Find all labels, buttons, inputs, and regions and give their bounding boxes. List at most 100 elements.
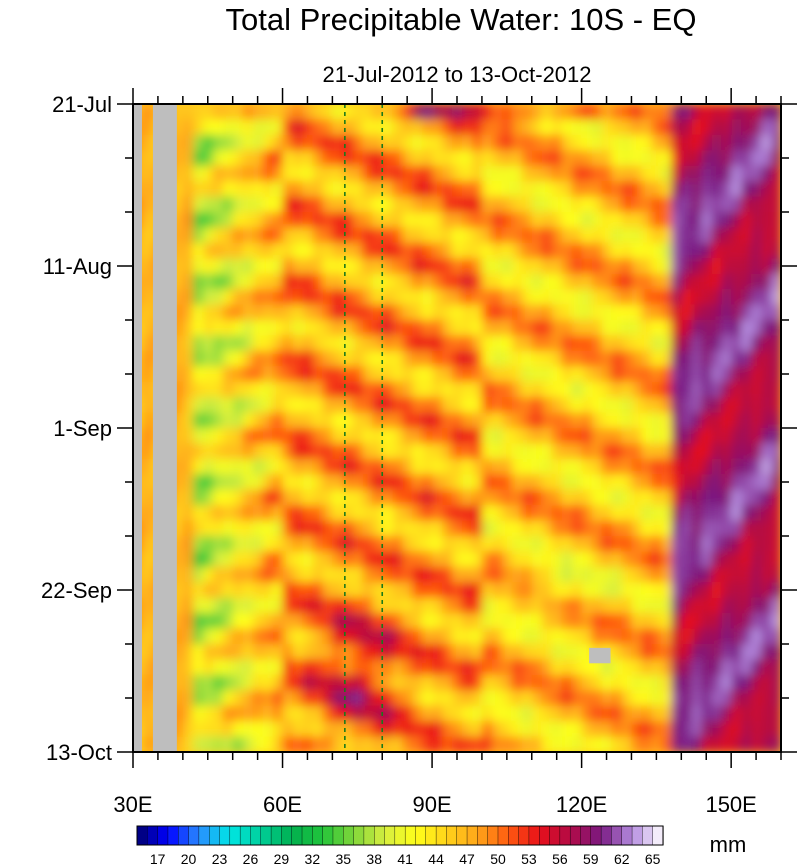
field-cell <box>332 104 343 121</box>
field-cell <box>262 242 274 259</box>
field-cell <box>631 659 643 676</box>
colorbar-box <box>353 825 365 846</box>
field-cell <box>541 674 553 691</box>
colorbar-label: 59 <box>583 851 599 867</box>
field-cell <box>691 520 702 537</box>
field-cell <box>581 505 593 522</box>
field-cell <box>611 104 623 121</box>
field-cell <box>362 381 373 398</box>
field-cell <box>412 489 423 506</box>
field-cell <box>202 659 214 676</box>
field-cell <box>631 119 643 136</box>
field-cell <box>372 134 383 151</box>
field-cell <box>252 458 264 475</box>
field-cell <box>192 289 204 306</box>
field-cell <box>551 566 563 583</box>
field-cell <box>182 536 194 553</box>
field-cell <box>142 582 154 599</box>
field-cell <box>701 536 712 553</box>
field-cell <box>312 412 324 429</box>
field-cell <box>302 690 314 707</box>
field-cell <box>222 458 234 475</box>
field-cell <box>691 397 702 414</box>
field-cell <box>222 597 234 614</box>
field-cell <box>531 644 543 661</box>
field-cell <box>172 628 184 645</box>
field-cell <box>442 258 453 275</box>
field-cell <box>442 721 453 738</box>
field-cell <box>521 134 533 151</box>
field-cell <box>172 289 184 306</box>
field-cell <box>292 397 304 414</box>
field-cell <box>611 304 623 321</box>
field-cell <box>551 119 563 136</box>
field-cell <box>252 520 264 537</box>
field-cell <box>641 736 652 752</box>
field-cell <box>701 212 712 229</box>
field-cell <box>322 350 333 367</box>
field-cell <box>671 134 682 151</box>
field-cell <box>392 628 403 645</box>
field-cell <box>551 536 563 553</box>
field-cell <box>731 690 742 707</box>
field-cell <box>651 212 662 229</box>
field-cell <box>681 582 692 599</box>
field-cell <box>422 289 433 306</box>
field-cell <box>501 644 513 661</box>
field-cell <box>352 520 363 537</box>
field-cell <box>481 505 493 522</box>
field-cell <box>272 505 284 522</box>
field-cell <box>541 489 553 506</box>
field-cell <box>491 674 503 691</box>
field-cell <box>282 119 294 136</box>
field-cell <box>581 674 593 691</box>
field-cell <box>721 690 732 707</box>
field-cell <box>721 304 732 321</box>
field-cell <box>272 335 284 352</box>
field-cell <box>382 320 393 337</box>
field-cell <box>581 489 593 506</box>
field-cell <box>212 690 224 707</box>
colorbar-box <box>446 825 458 846</box>
field-cell <box>372 227 383 244</box>
field-cell <box>192 304 204 321</box>
field-cell <box>292 104 304 121</box>
field-cell <box>412 428 423 445</box>
field-cell <box>342 227 353 244</box>
field-cell <box>282 412 294 429</box>
field-cell <box>212 536 224 553</box>
field-cell <box>651 320 662 337</box>
field-cell <box>721 289 732 306</box>
field-cell <box>761 613 772 630</box>
field-cell <box>382 412 393 429</box>
field-cell <box>142 350 154 367</box>
field-cell <box>731 597 742 614</box>
field-cell <box>212 628 224 645</box>
field-cell <box>481 350 493 367</box>
field-cell <box>581 289 593 306</box>
field-cell <box>242 320 254 337</box>
x-tick-label: 150E <box>705 792 756 817</box>
field-cell <box>581 397 593 414</box>
field-cell <box>422 520 433 537</box>
field-cell <box>392 736 403 752</box>
field-cell <box>202 428 214 445</box>
field-cell <box>511 613 523 630</box>
field-cell <box>142 212 154 229</box>
field-cell <box>491 458 503 475</box>
field-cell <box>521 659 533 676</box>
field-cell <box>771 582 781 599</box>
field-cell <box>731 304 742 321</box>
field-cell <box>751 505 762 522</box>
field-cell <box>332 613 343 630</box>
field-cell <box>452 721 463 738</box>
field-cell <box>352 320 363 337</box>
field-cell <box>412 119 423 136</box>
field-cell <box>731 736 742 752</box>
field-cell <box>551 366 563 383</box>
field-cell <box>262 474 274 491</box>
field-cell <box>691 227 702 244</box>
field-cell <box>332 443 343 460</box>
field-cell <box>392 474 403 491</box>
field-cell <box>561 150 573 167</box>
